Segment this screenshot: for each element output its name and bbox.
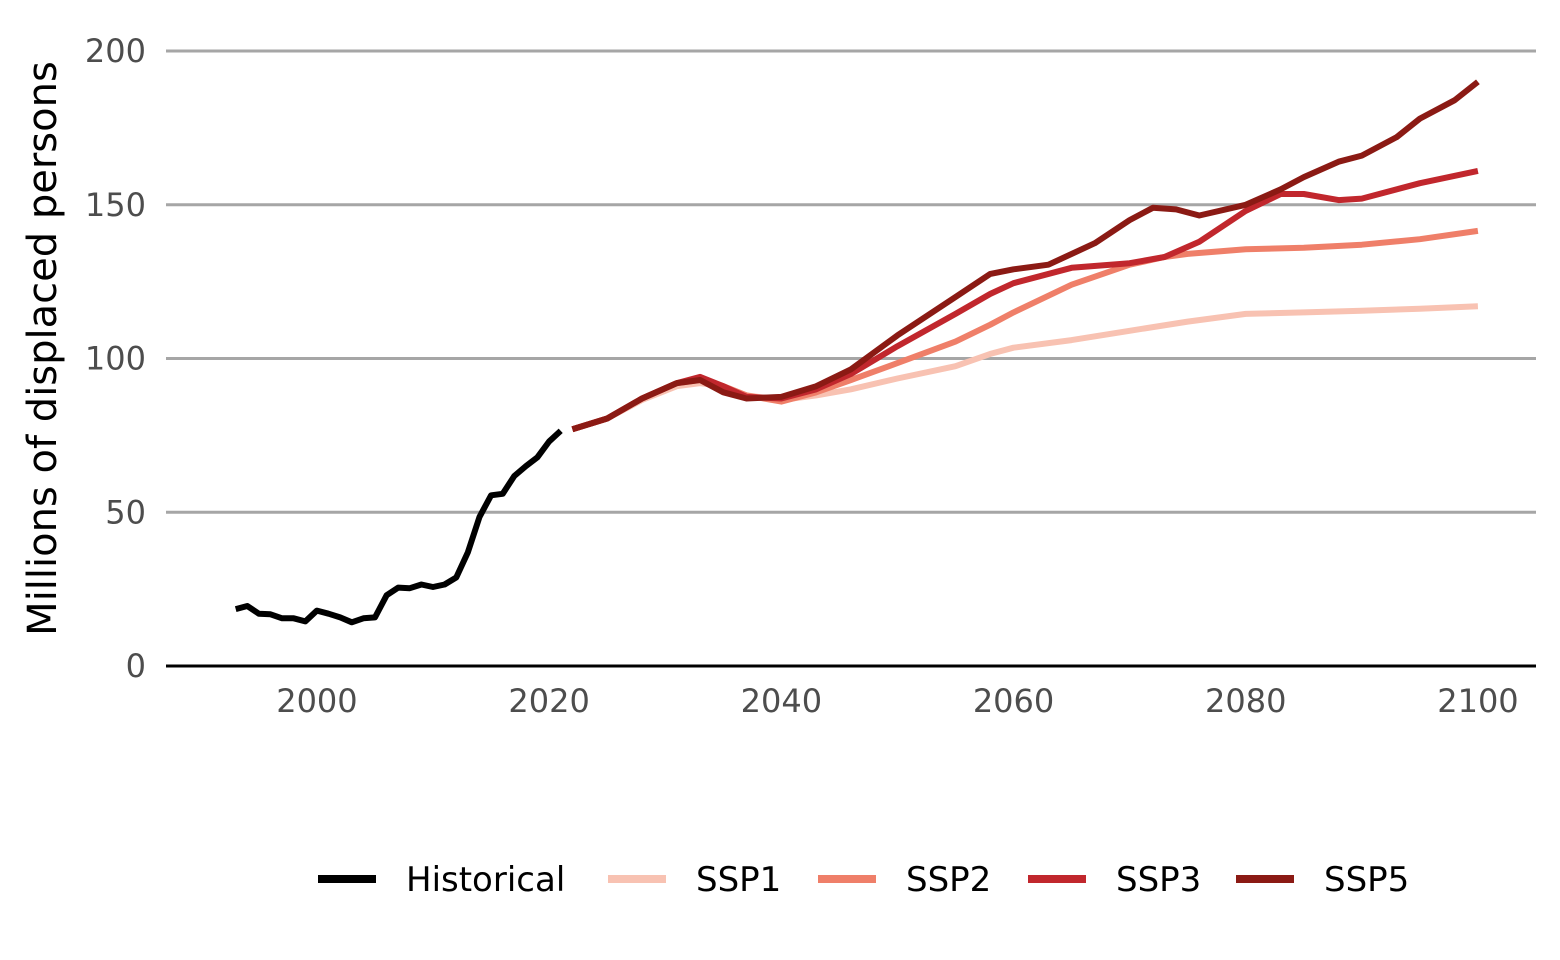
y-tick-label: 200 [85,32,146,70]
series-line-historical [234,428,563,626]
gridlines [166,49,1536,514]
y-tick-labels: 0 50 100 150 200 [85,32,146,685]
series-line-ssp3 [571,167,1479,433]
legend: Historical SSP1 SSP2 SSP3 SSP5 [318,860,1409,900]
y-tick-label: 150 [85,186,146,224]
series-line-ssp1 [571,303,1479,433]
y-tick-label: 100 [85,340,146,378]
legend-label-ssp1: SSP1 [696,860,781,900]
y-tick-label: 0 [126,647,146,685]
y-axis-title: Millions of displaced persons [20,61,66,636]
x-tick-label: 2080 [1205,682,1286,720]
x-tick-label: 2000 [276,682,357,720]
x-tick-label: 2040 [741,682,822,720]
x-tick-label: 2060 [973,682,1054,720]
legend-label-ssp3: SSP3 [1116,860,1201,900]
series-lines [234,79,1480,626]
y-tick-label: 50 [105,493,146,531]
series-line-ssp2 [571,227,1479,433]
x-tick-label: 2100 [1437,682,1518,720]
x-tick-labels: 2000 2020 2040 2060 2080 2100 [276,682,1518,720]
x-tick-label: 2020 [508,682,589,720]
legend-label-ssp2: SSP2 [906,860,991,900]
legend-label-historical: Historical [406,860,565,900]
legend-label-ssp5: SSP5 [1324,860,1409,900]
series-line-ssp5 [571,79,1480,433]
